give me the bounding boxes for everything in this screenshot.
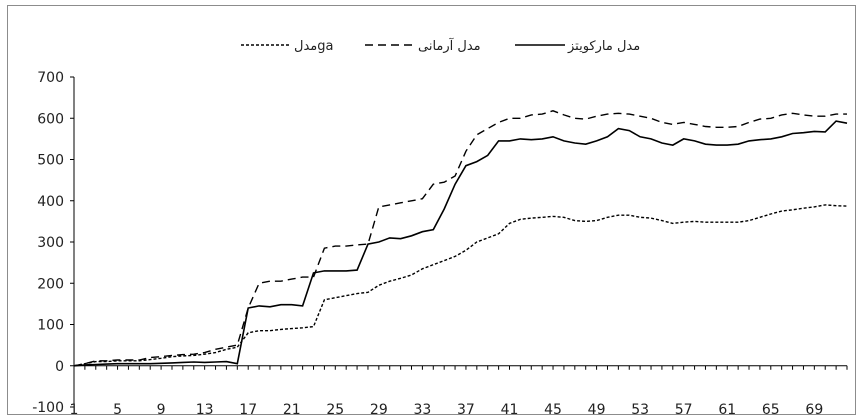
x-tick-label: 49 [588,402,606,414]
y-tick-label: 700 [37,70,64,86]
legend-label: مدل آرمانی [418,37,481,54]
series-line-2 [73,110,847,367]
x-tick-label: 53 [631,402,649,414]
y-tick-label: 500 [37,153,64,169]
y-tick-label: 400 [37,194,64,210]
chart-frame: -100 0 100 200 300 400 500 600 700 1 5 9 13 17 21 25 29 3… [7,5,856,418]
x-tick-label: 57 [675,402,693,414]
x-tick-label: 45 [544,402,562,414]
x-tick-label: 33 [413,402,431,414]
x-tick-label: 17 [239,402,257,414]
y-tick-label: 600 [37,111,64,127]
y-tick-label: -100 [32,400,64,414]
x-tick-label: 65 [762,402,780,414]
y-tick-label: 0 [55,359,64,375]
line-chart: -100 0 100 200 300 400 500 600 700 1 5 9 13 17 21 25 29 3… [32,37,848,418]
y-tick-label: 300 [37,235,64,251]
x-tick-label: 69 [805,402,823,414]
legend-label: مدلga [294,39,333,54]
x-tick-label: 13 [196,402,214,414]
series-line-3 [73,204,848,367]
y-tick-label: 100 [37,318,64,334]
x-tick-label: 21 [283,402,301,414]
x-tick-label: 5 [113,402,122,414]
x-tick-label: 1 [70,402,79,414]
x-tick-label: 41 [501,402,519,414]
x-tick-label: 25 [326,402,344,414]
y-tick-label: 200 [37,276,64,292]
x-tick-label: 9 [157,402,166,414]
x-tick-label: 37 [457,402,475,414]
x-tick-label: 61 [718,402,736,414]
x-tick-label: 29 [370,402,388,414]
legend-label: مدل مارکویتز [567,39,640,54]
series-line-1 [73,120,848,367]
